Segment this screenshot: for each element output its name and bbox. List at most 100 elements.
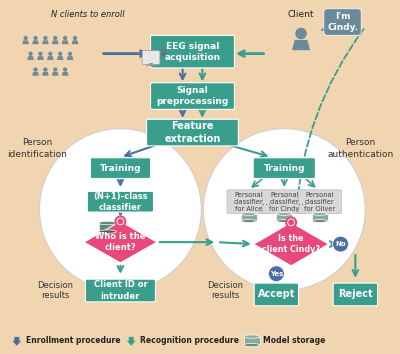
Circle shape [63, 36, 67, 40]
Ellipse shape [244, 343, 260, 347]
Circle shape [43, 67, 48, 72]
Polygon shape [312, 214, 328, 221]
Polygon shape [22, 40, 29, 44]
Circle shape [43, 36, 48, 40]
Ellipse shape [276, 212, 292, 215]
Text: Accept: Accept [258, 290, 295, 299]
Text: N clients to enroll: N clients to enroll [51, 10, 125, 19]
Circle shape [48, 52, 52, 56]
FancyBboxPatch shape [253, 158, 315, 178]
Ellipse shape [244, 335, 260, 338]
Polygon shape [32, 72, 39, 76]
Polygon shape [254, 222, 329, 266]
Text: Enrollment procedure: Enrollment procedure [26, 336, 120, 346]
FancyBboxPatch shape [150, 83, 234, 109]
Polygon shape [127, 337, 136, 346]
Text: Yes: Yes [270, 271, 283, 277]
FancyBboxPatch shape [298, 190, 342, 213]
Circle shape [58, 52, 62, 56]
Polygon shape [47, 56, 54, 60]
Polygon shape [52, 40, 58, 44]
Circle shape [38, 52, 43, 56]
Ellipse shape [241, 212, 257, 215]
Polygon shape [27, 56, 34, 60]
Circle shape [68, 52, 72, 56]
Polygon shape [62, 40, 68, 44]
Circle shape [118, 218, 123, 224]
FancyBboxPatch shape [142, 51, 160, 64]
Circle shape [268, 266, 284, 282]
Circle shape [333, 236, 348, 252]
Polygon shape [32, 40, 39, 44]
FancyBboxPatch shape [146, 119, 238, 146]
Text: Reject: Reject [338, 290, 373, 299]
Circle shape [162, 47, 166, 52]
Polygon shape [244, 337, 260, 345]
Text: Person
authentication: Person authentication [327, 138, 394, 159]
FancyBboxPatch shape [227, 190, 270, 213]
FancyBboxPatch shape [85, 279, 156, 302]
Text: Is the
client Cindy?: Is the client Cindy? [262, 234, 320, 254]
Polygon shape [241, 214, 257, 221]
Polygon shape [37, 56, 44, 60]
Polygon shape [67, 56, 73, 60]
Circle shape [116, 217, 125, 226]
Circle shape [28, 52, 33, 56]
FancyBboxPatch shape [90, 158, 150, 178]
FancyBboxPatch shape [333, 283, 378, 306]
Circle shape [34, 36, 38, 40]
Polygon shape [42, 40, 49, 44]
Text: I'm
Cindy.: I'm Cindy. [327, 12, 358, 32]
Text: Decision
results: Decision results [207, 281, 243, 300]
Circle shape [288, 219, 294, 225]
Polygon shape [52, 72, 58, 76]
Text: Personal
classifier
for Cindy: Personal classifier for Cindy [269, 192, 299, 212]
Bar [146, 65, 156, 67]
Text: EEG signal
acquisition: EEG signal acquisition [164, 41, 220, 62]
Text: (N+1)-class
classifier: (N+1)-class classifier [93, 192, 148, 212]
FancyBboxPatch shape [87, 191, 154, 212]
Text: Signal
preprocessing: Signal preprocessing [156, 86, 229, 106]
Text: Personal
classifier
for Oliver: Personal classifier for Oliver [304, 192, 335, 212]
FancyBboxPatch shape [254, 283, 298, 306]
Text: Personal
classifier
for Alice: Personal classifier for Alice [234, 192, 264, 212]
Ellipse shape [99, 221, 116, 225]
Ellipse shape [312, 219, 328, 222]
Polygon shape [276, 214, 292, 221]
Circle shape [73, 36, 77, 40]
Circle shape [203, 129, 365, 291]
Polygon shape [62, 72, 68, 76]
Text: Feature
extraction: Feature extraction [164, 121, 221, 144]
Text: ...: ... [262, 197, 271, 207]
Polygon shape [72, 40, 78, 44]
Polygon shape [84, 221, 157, 263]
Ellipse shape [99, 230, 116, 233]
Circle shape [34, 67, 38, 72]
FancyBboxPatch shape [150, 35, 234, 68]
Text: ...: ... [298, 197, 306, 207]
Text: Client ID or
intruder: Client ID or intruder [94, 280, 147, 301]
Circle shape [24, 36, 28, 40]
Circle shape [53, 36, 58, 40]
Ellipse shape [276, 219, 292, 222]
Ellipse shape [312, 212, 328, 215]
Bar [149, 63, 153, 67]
Circle shape [295, 28, 307, 39]
Circle shape [40, 129, 201, 291]
Polygon shape [292, 40, 310, 50]
Text: Client: Client [288, 10, 314, 19]
FancyBboxPatch shape [262, 190, 306, 213]
Text: Training: Training [100, 164, 141, 173]
Ellipse shape [241, 219, 257, 222]
Circle shape [162, 47, 165, 50]
Polygon shape [160, 52, 168, 56]
Circle shape [53, 67, 58, 72]
Text: Decision
results: Decision results [37, 281, 73, 300]
Polygon shape [42, 72, 49, 76]
Text: Recognition procedure: Recognition procedure [140, 336, 239, 346]
Text: Who is the
client?: Who is the client? [95, 232, 146, 252]
Text: Model storage: Model storage [262, 336, 325, 346]
Text: Training: Training [264, 164, 305, 173]
Text: No: No [335, 241, 346, 247]
Circle shape [286, 217, 296, 227]
